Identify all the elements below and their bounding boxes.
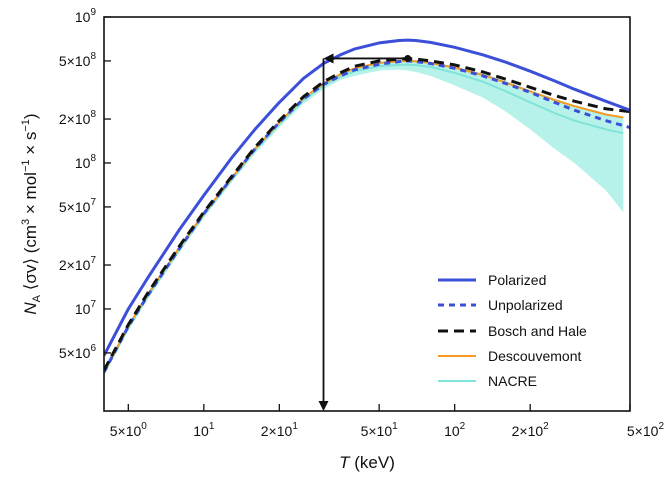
y-tick-label: 5×106 bbox=[59, 343, 97, 361]
y-tick-label: 108 bbox=[75, 153, 97, 171]
series-polarized bbox=[104, 38, 630, 357]
y-tick-label: 109 bbox=[75, 7, 97, 25]
x-axis-label: T (keV) bbox=[339, 453, 395, 472]
x-tick-label: 2×102 bbox=[512, 421, 550, 439]
legend-label-unpolarized: Unpolarized bbox=[488, 297, 563, 313]
y-tick-label: 2×108 bbox=[59, 109, 97, 127]
x-tick-label: 5×101 bbox=[361, 421, 399, 439]
peak-marker bbox=[404, 54, 412, 62]
x-tick-label: 102 bbox=[444, 421, 466, 439]
legend-label-bosch-hale: Bosch and Hale bbox=[488, 323, 587, 339]
x-tick-label: 101 bbox=[193, 421, 215, 439]
y-tick-label: 2×107 bbox=[59, 255, 97, 273]
series-bosch-and-hale bbox=[104, 57, 630, 372]
y-tick-label: 107 bbox=[75, 299, 97, 317]
x-tick-label: 2×101 bbox=[261, 421, 299, 439]
x-tick-label: 5×100 bbox=[110, 421, 148, 439]
y-axis-label: NA ⟨σv⟩ (cm3 × mol−1 × s−1) bbox=[20, 113, 43, 314]
legend-label-nacre: NACRE bbox=[488, 373, 537, 389]
y-tick-label: 5×108 bbox=[59, 51, 97, 69]
legend-label-polarized: Polarized bbox=[488, 272, 546, 288]
x-tick-label: 5×102 bbox=[627, 421, 665, 439]
legend-label-descouvemont: Descouvemont bbox=[488, 348, 581, 364]
legend: Polarized Unpolarized Bosch and Hale Des… bbox=[438, 272, 587, 389]
series-unpolarized bbox=[104, 59, 630, 373]
plot-frame bbox=[103, 16, 631, 412]
y-tick-label: 5×107 bbox=[59, 197, 97, 215]
